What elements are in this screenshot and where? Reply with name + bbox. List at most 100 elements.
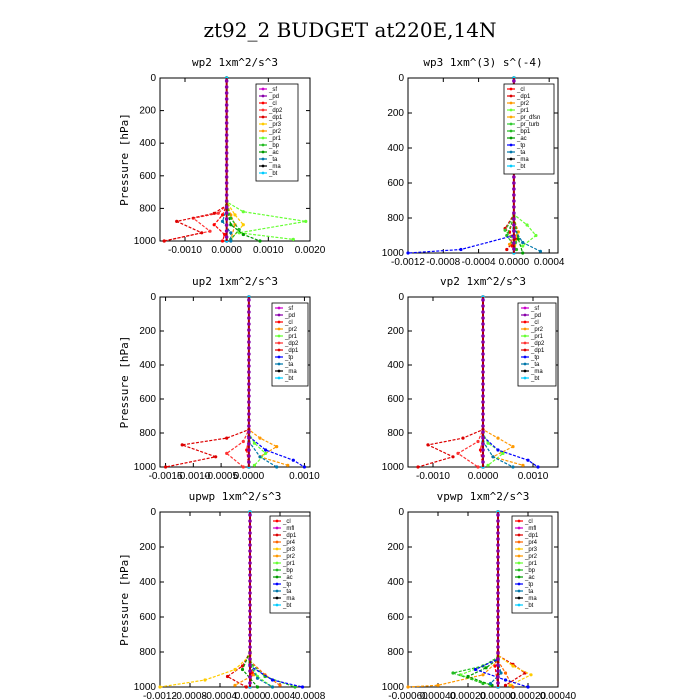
zero-profile-marker	[224, 79, 229, 83]
series-line-dp1	[165, 297, 250, 468]
legend-marker	[261, 101, 265, 105]
zero-profile-marker	[247, 370, 251, 374]
legend-marker	[275, 526, 279, 530]
y-tick-label: 600	[139, 612, 156, 623]
zero-profile-marker	[481, 352, 485, 356]
legend-marker	[509, 115, 513, 119]
series-point	[476, 465, 480, 469]
zero-profile-marker	[224, 169, 229, 173]
zero-profile-marker	[496, 645, 500, 649]
legend-marker	[517, 603, 521, 607]
zero-profile-marker	[496, 561, 500, 565]
zero-profile-marker	[247, 460, 251, 464]
zero-profile-marker	[224, 235, 229, 239]
legend-entry: _pd	[284, 313, 295, 319]
zero-profile-marker	[248, 621, 252, 625]
zero-profile-marker	[496, 513, 500, 517]
series-point	[208, 229, 212, 233]
legend-entry: _sf	[284, 306, 293, 312]
y-tick-label: 800	[387, 213, 404, 224]
legend-marker	[517, 526, 521, 530]
zero-profile-marker	[481, 316, 485, 320]
series-point	[241, 465, 245, 469]
legend-entry: _tp	[516, 143, 526, 149]
zero-profile-marker	[248, 537, 252, 541]
legend-entry: _mfl	[524, 526, 536, 532]
zero-profile-marker	[247, 430, 251, 434]
zero-profile-marker	[248, 609, 252, 613]
legend-entry: _pr2	[524, 554, 538, 560]
series-point	[212, 211, 216, 215]
series-point	[264, 448, 268, 452]
series-point	[507, 242, 512, 246]
x-tick-label: 0.0020	[295, 245, 326, 256]
legend-entry: _ac	[516, 136, 527, 142]
panel-title: upwp 1xm^2/s^3	[189, 490, 282, 503]
legend-entry: _pr2	[284, 327, 298, 333]
legend-marker	[275, 533, 279, 537]
y-tick-label: 0	[398, 73, 404, 84]
zero-profile-marker	[248, 555, 252, 559]
zero-profile-marker	[248, 597, 252, 601]
legend-marker	[261, 157, 265, 161]
x-tick-label: -0.0010	[176, 471, 210, 482]
x-tick-label: 0.00040	[420, 691, 457, 700]
panel-title: vp2 1xm^2/s^3	[440, 275, 526, 288]
zero-profile-marker	[481, 298, 485, 302]
series-point	[511, 465, 515, 469]
zero-profile-marker	[224, 193, 229, 197]
zero-profile-marker	[512, 241, 516, 245]
series-point	[258, 436, 262, 440]
series-point	[538, 249, 543, 253]
series-point	[237, 228, 241, 232]
series-line-pr2	[407, 512, 499, 688]
legend-marker	[517, 589, 521, 593]
zero-profile-marker	[248, 525, 252, 529]
zero-profile-marker	[512, 217, 516, 221]
legend-entry: _pr1	[282, 561, 296, 567]
x-tick-label: 0.00020	[450, 691, 487, 700]
legend-marker	[523, 348, 527, 352]
series-point	[220, 213, 225, 217]
zero-profile-marker	[512, 193, 516, 197]
x-tick-label: 0.0000	[234, 471, 265, 482]
series-point	[302, 465, 306, 469]
x-tick-label: -0.0008	[173, 691, 207, 700]
legend-entry: _dp1	[282, 533, 297, 539]
series-point	[164, 465, 168, 469]
zero-profile-marker	[512, 211, 516, 215]
legend-marker	[277, 362, 281, 366]
plot-frame	[407, 511, 559, 688]
legend-marker	[277, 341, 281, 345]
series-point	[505, 233, 509, 238]
zero-profile-marker	[247, 364, 251, 368]
legend-entry: _cl	[268, 101, 277, 107]
series-point	[529, 673, 533, 677]
zero-profile-marker	[496, 549, 500, 553]
zero-profile-marker	[496, 657, 500, 661]
series-line-pr4	[497, 512, 514, 688]
zero-profile-marker	[496, 555, 500, 559]
legend-marker	[523, 355, 527, 359]
zero-profile-marker	[247, 400, 251, 404]
series-point	[436, 683, 440, 687]
legend-marker	[275, 582, 279, 586]
x-tick-label: 0.00040	[540, 691, 577, 700]
legend-marker	[261, 164, 265, 168]
series-point	[426, 443, 430, 447]
zero-profile-marker	[224, 109, 229, 113]
series-point	[200, 231, 204, 235]
y-tick-label: 800	[387, 428, 404, 439]
legend-marker	[517, 568, 521, 572]
legend-entry: _bp	[282, 568, 294, 574]
series-point	[286, 463, 290, 467]
series-point	[304, 219, 308, 223]
series-point	[158, 685, 162, 689]
y-tick-label: 600	[387, 612, 404, 623]
zero-profile-marker	[224, 223, 229, 227]
series-point	[252, 463, 256, 467]
x-tick-label: -0.0004	[462, 257, 496, 268]
series-point	[521, 251, 525, 255]
zero-profile-marker	[224, 145, 229, 149]
zero-profile-marker	[224, 133, 229, 137]
